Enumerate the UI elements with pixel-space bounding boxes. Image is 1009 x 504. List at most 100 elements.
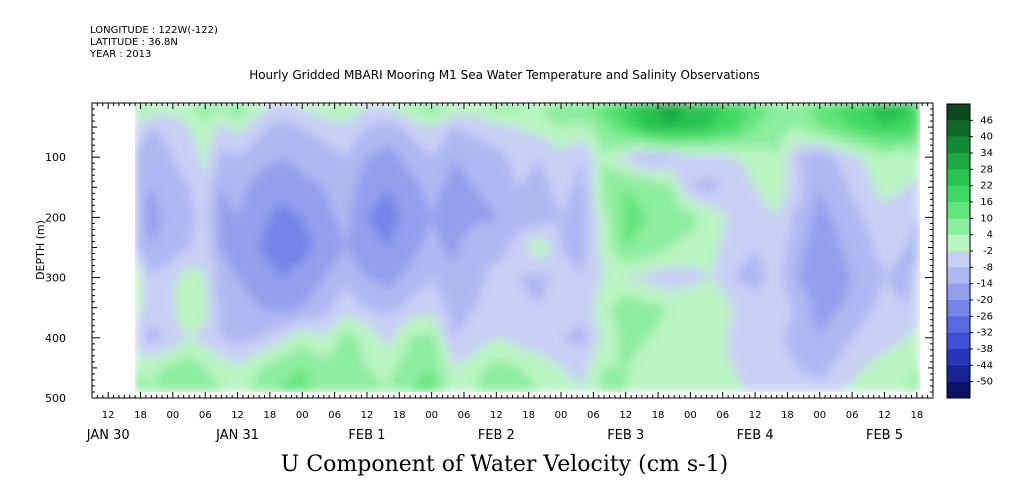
heat-cell [367, 211, 372, 216]
heat-cell [295, 227, 300, 232]
heat-cell [195, 263, 200, 268]
heat-cell [363, 215, 368, 220]
heat-cell [259, 307, 264, 312]
heat-cell [203, 339, 208, 344]
heat-cell [167, 359, 172, 364]
heat-cell [303, 147, 308, 152]
heat-cell [355, 127, 360, 132]
heat-cell [391, 227, 396, 232]
heat-cell [263, 279, 268, 284]
heat-cell [335, 259, 340, 264]
heat-cell [291, 291, 296, 296]
heat-cell [363, 115, 368, 120]
heat-cell [167, 215, 172, 220]
heat-cell [195, 355, 200, 360]
heat-cell [283, 247, 288, 252]
heat-cell [147, 303, 152, 308]
heat-cell [231, 259, 236, 264]
heat-cell [231, 331, 236, 336]
heat-cell [139, 271, 144, 276]
heat-cell [391, 267, 396, 272]
heat-cell [267, 195, 272, 200]
heat-cell [251, 211, 256, 216]
heat-cell [231, 295, 236, 300]
heat-cell [339, 175, 344, 180]
heat-cell [195, 331, 200, 336]
heat-cell [215, 299, 220, 304]
heat-cell [271, 143, 276, 148]
heat-cell [331, 131, 336, 136]
heat-cell [275, 151, 280, 156]
heat-cell [219, 355, 224, 360]
heat-cell [299, 347, 304, 352]
heat-cell [319, 387, 324, 392]
heat-cell [227, 307, 232, 312]
heat-cell [251, 155, 256, 160]
heat-cell [303, 379, 308, 384]
heat-cell [299, 295, 304, 300]
heat-cell [311, 359, 316, 364]
heat-cell [271, 299, 276, 304]
heat-cell [175, 195, 180, 200]
heat-cell [183, 135, 188, 140]
heat-cell [147, 159, 152, 164]
heat-cell [331, 135, 336, 140]
heat-cell [139, 115, 144, 120]
heat-cell [303, 223, 308, 228]
heat-cell [339, 347, 344, 352]
heat-cell [391, 375, 396, 380]
heat-cell [291, 287, 296, 292]
heat-cell [159, 175, 164, 180]
heat-cell [187, 363, 192, 368]
heat-cell [307, 287, 312, 292]
heat-cell [267, 387, 272, 392]
heat-cell [295, 291, 300, 296]
heat-cell [339, 167, 344, 172]
heat-cell [311, 335, 316, 340]
heat-cell [243, 183, 248, 188]
heat-cell [243, 167, 248, 172]
heat-cell [187, 239, 192, 244]
heat-cell [199, 211, 204, 216]
heat-cell [223, 351, 228, 356]
heat-cell [355, 275, 360, 280]
heat-cell [291, 359, 296, 364]
heat-cell [219, 191, 224, 196]
heat-cell [255, 307, 260, 312]
heat-cell [155, 295, 160, 300]
heat-cell [351, 155, 356, 160]
heat-cell [227, 227, 232, 232]
heat-cell [359, 347, 364, 352]
heat-cell [259, 151, 264, 156]
heat-cell [159, 387, 164, 392]
heat-cell [367, 163, 372, 168]
heat-cell [239, 111, 244, 116]
heat-cell [395, 151, 400, 156]
heat-cell [135, 383, 140, 388]
heat-cell [287, 387, 292, 392]
heat-cell [211, 363, 216, 368]
heat-cell [255, 243, 260, 248]
heat-cell [251, 115, 256, 120]
heat-cell [335, 347, 340, 352]
heat-cell [159, 299, 164, 304]
heat-cell [159, 107, 164, 112]
heat-cell [279, 283, 284, 288]
heat-cell [211, 355, 216, 360]
heat-cell [235, 207, 240, 212]
heat-cell [303, 307, 308, 312]
heat-cell [339, 383, 344, 388]
heat-cell [263, 283, 268, 288]
heat-cell [263, 363, 268, 368]
heat-cell [371, 355, 376, 360]
heat-cell [303, 343, 308, 348]
heat-cell [235, 299, 240, 304]
heat-cell [323, 327, 328, 332]
heat-cell [215, 151, 220, 156]
heat-cell [367, 259, 372, 264]
heat-cell [323, 235, 328, 240]
heat-cell [359, 367, 364, 372]
heat-cell [259, 103, 264, 108]
heat-cell [227, 251, 232, 256]
heat-cell [171, 247, 176, 252]
